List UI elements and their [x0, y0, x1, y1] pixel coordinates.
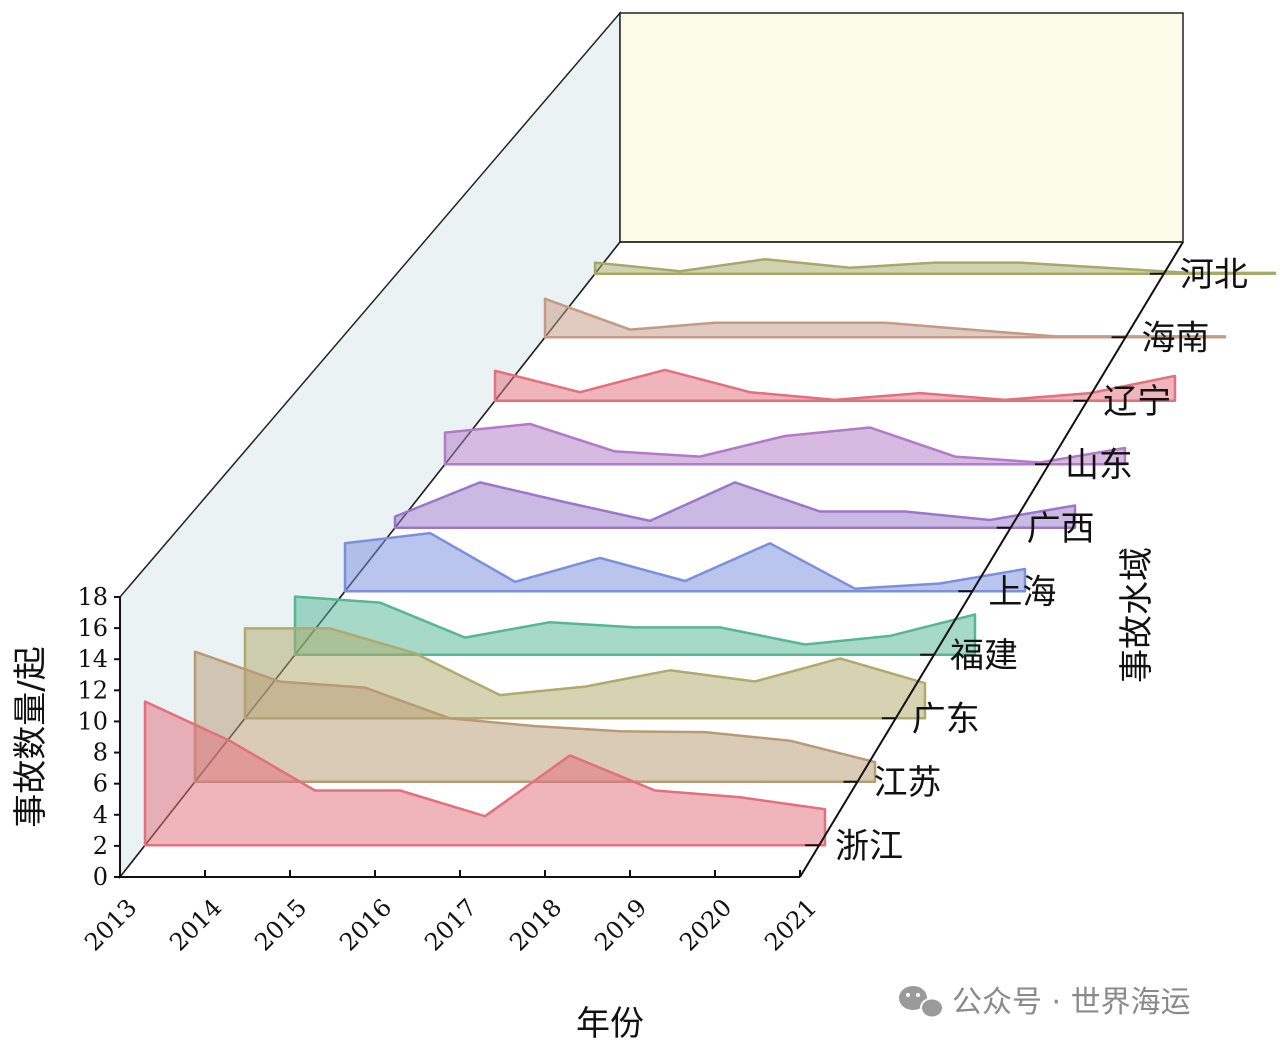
- ridge-area-9: [543, 297, 1227, 339]
- y-tick-label: 16: [77, 614, 108, 642]
- z-tick-label: 浙江: [835, 826, 903, 866]
- z-tick-label: 福建: [950, 636, 1018, 676]
- x-ticks: 2013 2014 2015 2016 2017 2018 2019 2020 2021: [79, 870, 822, 956]
- ridge-area-7: [443, 422, 1127, 466]
- z-tick-label: 山东: [1065, 445, 1133, 485]
- z-tick-label: 江苏: [873, 763, 941, 803]
- x-tick-label: 2018: [504, 893, 567, 956]
- y-tick-label: 8: [93, 739, 108, 767]
- y-tick-label: 4: [93, 801, 108, 829]
- back-wall: [619, 12, 1184, 243]
- ridge-area-10: [593, 257, 1277, 276]
- ridge-area-8: [493, 368, 1177, 403]
- x-tick-label: 2020: [674, 893, 737, 956]
- z-tick-label: 上海: [988, 572, 1056, 612]
- ridge-area-1: [143, 700, 827, 847]
- z-axis-line: [799, 241, 1184, 878]
- y-tick-label: 2: [93, 832, 108, 860]
- ridge-area-3: [243, 627, 927, 720]
- x-tick-label: 2017: [419, 893, 482, 956]
- ridge-area-4: [293, 595, 977, 657]
- wechat-icon: [899, 986, 944, 1019]
- x-tick-label: 2019: [589, 893, 652, 956]
- ridge-area-5: [343, 531, 1027, 593]
- z-tick-label: 广东: [912, 699, 980, 739]
- x-axis-title: 年份: [576, 1004, 644, 1044]
- z-tick-label: 河北: [1180, 255, 1248, 295]
- watermark: 公众号 · 世界海运: [899, 985, 1191, 1020]
- z-ticks: 浙江 江苏 广东 福建 上海 广西 山东 辽宁 海南 河北: [805, 255, 1248, 866]
- x-tick-label: 2014: [164, 893, 227, 956]
- x-tick-label: 2021: [759, 893, 822, 956]
- y-axis-title: 事故数量/起: [11, 646, 51, 827]
- z-tick-label: 辽宁: [1103, 382, 1171, 422]
- y-tick-label: 6: [93, 770, 108, 798]
- z-tick-label: 海南: [1142, 318, 1210, 358]
- x-tick-label: 2016: [334, 893, 397, 956]
- watermark-text: 公众号 · 世界海运: [952, 985, 1191, 1020]
- ridge-area-2: [193, 650, 877, 784]
- y-tick-label: 14: [77, 645, 108, 673]
- y-tick-label: 18: [77, 583, 108, 611]
- x-tick-label: 2015: [249, 893, 312, 956]
- y-ticks: 0 2 4 6 8 10 12 14 16 18: [77, 583, 120, 891]
- z-tick-label: 广西: [1027, 509, 1095, 549]
- y-tick-label: 10: [77, 707, 108, 735]
- y-tick-label: 0: [93, 863, 108, 891]
- ridge-area-6: [393, 481, 1077, 530]
- z-axis-title: 事故水域: [1117, 547, 1157, 683]
- y-tick-label: 12: [77, 676, 108, 704]
- x-tick-label: 2013: [79, 893, 142, 956]
- ridges-layer: [143, 257, 1277, 847]
